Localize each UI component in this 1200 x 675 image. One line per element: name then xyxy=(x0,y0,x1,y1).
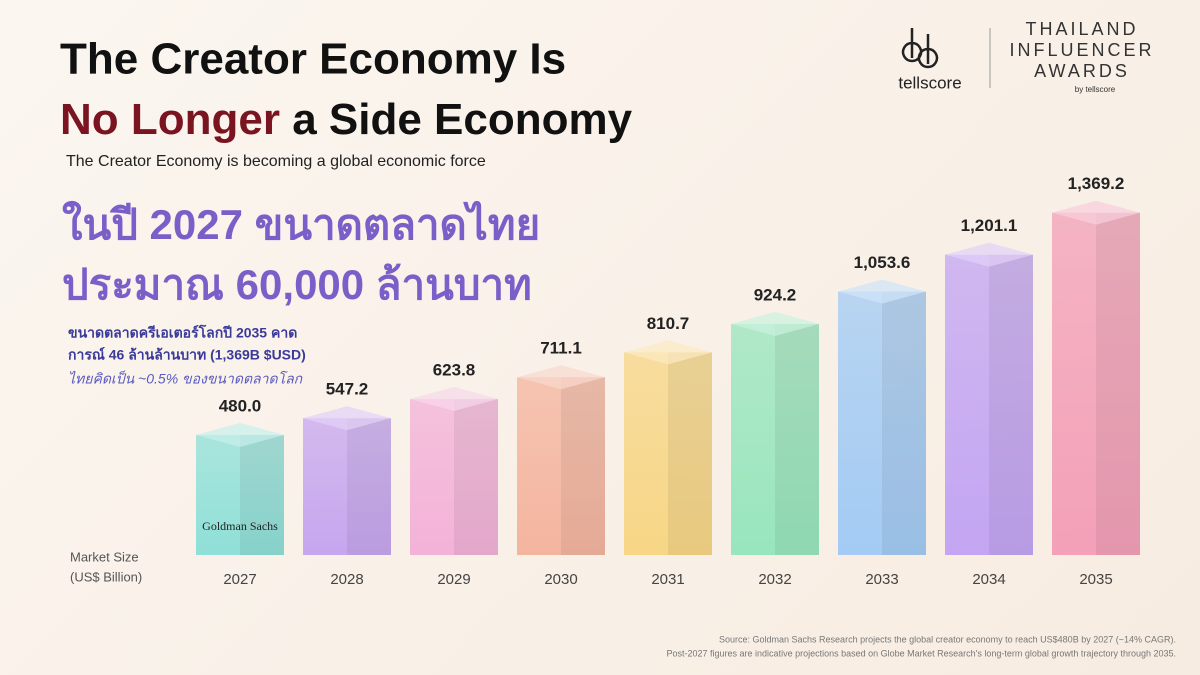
title: The Creator Economy Is xyxy=(60,35,566,84)
bar-top xyxy=(945,242,1033,267)
bar-top-hl xyxy=(945,242,1033,267)
bar-top xyxy=(1052,200,1140,225)
bar-shade xyxy=(989,254,1033,555)
value-label: 547.2 xyxy=(326,380,369,399)
bar-top xyxy=(731,311,819,336)
bar-top xyxy=(303,406,391,431)
bar-top xyxy=(410,387,498,412)
note: การณ์ 46 ล้านล้านบาท (1,369B $USD) xyxy=(68,347,306,363)
bar xyxy=(731,323,819,555)
value-label: 924.2 xyxy=(754,285,797,304)
subtitle: The Creator Economy is becoming a global… xyxy=(66,153,486,170)
bar-shade xyxy=(240,435,284,555)
bar-shade xyxy=(347,418,391,555)
x-tick-label: 2034 xyxy=(972,571,1005,588)
bar-shade xyxy=(1096,212,1140,555)
bar-top xyxy=(517,365,605,390)
bar xyxy=(945,254,1033,555)
bar-shade xyxy=(454,399,498,555)
x-tick-label: 2035 xyxy=(1079,571,1112,588)
bar-top xyxy=(624,340,712,365)
x-tick-label: 2029 xyxy=(437,571,470,588)
bar-top-hl xyxy=(1052,200,1140,225)
bar-top-hl xyxy=(303,406,391,431)
bar-shade xyxy=(668,352,712,555)
value-label: 711.1 xyxy=(540,339,582,358)
bar xyxy=(303,418,391,555)
thai-headline: ประมาณ 60,000 ล้านบาท xyxy=(62,261,532,308)
note: ไทยคิดเป็น ~0.5% ของขนาดตลาดโลก xyxy=(68,371,304,387)
tellscore-text: tellscore xyxy=(898,73,961,92)
awards-text: INFLUENCER xyxy=(1009,40,1154,60)
awards-text: AWARDS xyxy=(1034,61,1130,81)
y-label: Market Size xyxy=(70,549,139,564)
bar-top-hl xyxy=(624,340,712,365)
bar-top-hl xyxy=(517,365,605,390)
value-label: 1,053.6 xyxy=(854,253,911,272)
x-tick-label: 2027 xyxy=(223,571,256,588)
bar xyxy=(624,352,712,555)
value-label: 1,201.1 xyxy=(961,216,1018,235)
value-label: 480.0 xyxy=(219,396,262,415)
bar-top-hl xyxy=(838,279,926,304)
bar-annotation: Goldman Sachs xyxy=(202,519,278,533)
title-highlight: No Longer xyxy=(60,95,280,144)
bar-top-hl xyxy=(410,387,498,412)
bar-top-hl xyxy=(196,423,284,447)
bar xyxy=(517,377,605,555)
source: Source: Goldman Sachs Research projects … xyxy=(719,634,1176,644)
x-tick-label: 2033 xyxy=(865,571,898,588)
bar xyxy=(410,399,498,555)
bar-shade xyxy=(775,323,819,555)
bar xyxy=(1052,212,1140,555)
bar xyxy=(196,435,284,555)
bar-shade xyxy=(882,291,926,555)
title-line2: No Longer a Side Economy xyxy=(60,95,633,144)
awards-text: THAILAND xyxy=(1025,19,1138,39)
bar-top xyxy=(838,279,926,304)
bar-top xyxy=(196,423,284,447)
x-tick-label: 2030 xyxy=(544,571,577,588)
bar-top-hl xyxy=(731,311,819,336)
bar xyxy=(838,291,926,555)
title-rest: a Side Economy xyxy=(292,95,632,144)
y-label: (US$ Billion) xyxy=(70,569,142,584)
note: ขนาดตลาดครีเอเตอร์โลกปี 2035 คาด xyxy=(68,324,297,341)
x-tick-label: 2031 xyxy=(651,571,684,588)
tellscore-logo: tellscore xyxy=(898,28,962,92)
bar-shade xyxy=(561,377,605,555)
thai-headline: ในปี 2027 ขนาดตลาดไทย xyxy=(62,200,540,248)
value-label: 1,369.2 xyxy=(1068,174,1125,193)
source: Post-2027 figures are indicative project… xyxy=(667,648,1177,658)
x-tick-label: 2028 xyxy=(330,571,363,588)
awards-by: by tellscore xyxy=(1075,85,1116,94)
x-tick-label: 2032 xyxy=(758,571,791,588)
value-label: 810.7 xyxy=(647,314,690,333)
value-label: 623.8 xyxy=(433,361,476,380)
